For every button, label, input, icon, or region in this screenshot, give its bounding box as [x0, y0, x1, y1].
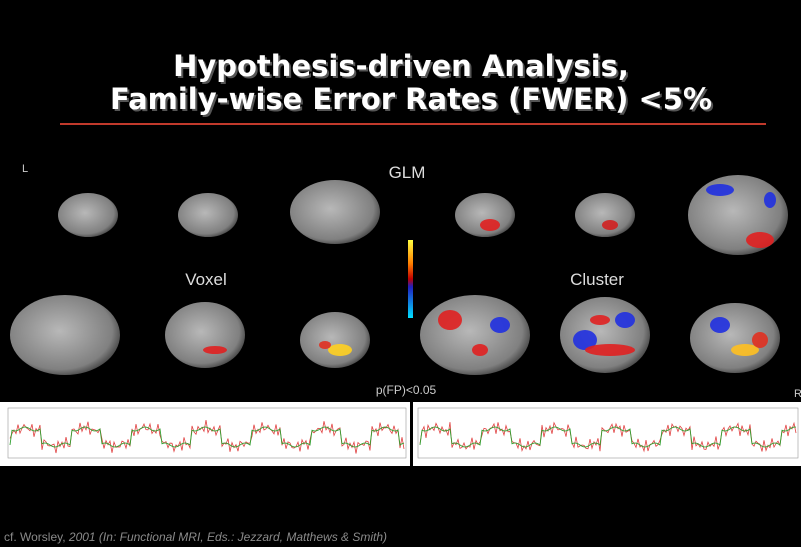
threshold-label: p(FP)<0.05	[376, 383, 437, 397]
activation-blob	[319, 341, 331, 349]
citation-prefix: cf. Worsley,	[4, 530, 69, 544]
brain-slice	[165, 302, 245, 368]
title-line: Hypothesis-driven Analysis,	[173, 49, 629, 83]
activation-blob	[472, 344, 488, 356]
brain-slice	[178, 193, 238, 237]
brain-slice	[455, 193, 515, 237]
brain-slice	[420, 295, 530, 375]
activation-blob	[480, 219, 500, 231]
citation-source: 2001 (In: Functional MRI, Eds.: Jezzard,…	[68, 530, 387, 544]
voxel-label: Voxel	[185, 270, 227, 289]
activation-blob	[615, 312, 635, 328]
color-bar	[408, 240, 413, 318]
brain-slice	[688, 175, 788, 255]
brain-slice	[10, 295, 120, 375]
citation: cf. Worsley, 2001 (In: Functional MRI, E…	[4, 530, 387, 544]
activation-blob	[585, 344, 635, 356]
activation-blob	[438, 310, 462, 330]
activation-blob	[710, 317, 730, 333]
activation-blob	[490, 317, 510, 333]
activation-blob	[746, 232, 774, 248]
slide: Hypothesis-driven Analysis, Hypothesis-d…	[0, 0, 801, 547]
activation-blob	[764, 192, 776, 208]
brain-slice	[290, 180, 380, 244]
activation-blob	[602, 220, 618, 230]
activation-blob	[706, 184, 734, 196]
brain-slice	[560, 297, 650, 373]
brain-slice	[575, 193, 635, 237]
brain-images	[10, 175, 788, 375]
activation-blob	[590, 315, 610, 325]
title-underline	[60, 123, 766, 125]
timeseries-panel	[0, 402, 410, 466]
glm-label: GLM	[389, 163, 426, 182]
right-marker: R	[794, 388, 801, 400]
activation-blob	[328, 344, 352, 356]
brain-slice	[300, 312, 370, 368]
left-marker: L	[22, 163, 28, 175]
slide-canvas: Hypothesis-driven Analysis, Hypothesis-d…	[0, 0, 801, 547]
title-line: Family-wise Error Rates (FWER) <5%	[110, 82, 712, 116]
brain-slice	[58, 193, 118, 237]
timeseries-panel	[413, 402, 801, 466]
cluster-label: Cluster	[570, 270, 624, 289]
activation-blob	[752, 332, 768, 348]
activation-blob	[203, 346, 227, 354]
